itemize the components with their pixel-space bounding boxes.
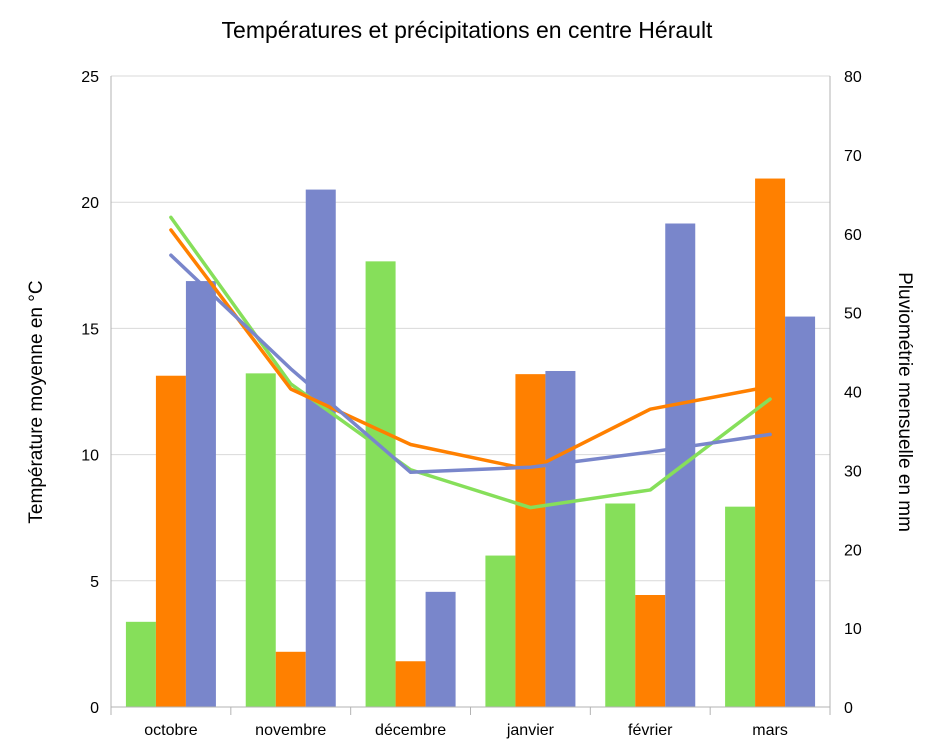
bar-s1-2 xyxy=(395,661,426,707)
bar-s2-3 xyxy=(545,370,576,707)
y-left-tick-label: 20 xyxy=(81,195,99,212)
x-tick-label: décembre xyxy=(375,722,446,739)
x-tick-label: mars xyxy=(752,722,788,739)
x-tick-label: octobre xyxy=(144,722,197,739)
x-tick-label: novembre xyxy=(255,722,326,739)
y-right-tick-label: 80 xyxy=(844,69,862,86)
y-left-tick-label: 0 xyxy=(90,700,99,717)
y-left-tick-label: 15 xyxy=(81,321,99,338)
line-series-2 xyxy=(169,253,772,475)
line-series-1 xyxy=(169,228,772,472)
bar-s0-0 xyxy=(125,621,156,707)
y-right-tick-label: 70 xyxy=(844,148,862,165)
line-series-0 xyxy=(169,215,772,510)
bar-s0-4 xyxy=(605,503,636,707)
y-right-tick-label: 10 xyxy=(844,621,862,638)
y-right-tick-label: 40 xyxy=(844,385,862,402)
bar-layer xyxy=(125,178,816,708)
bar-s0-5 xyxy=(725,506,756,707)
bar-s0-3 xyxy=(485,555,516,707)
y-right-axis-title: Pluviométrie mensuelle en mm xyxy=(894,272,915,532)
y-right-tick-label: 0 xyxy=(844,700,853,717)
bar-s0-1 xyxy=(245,373,276,707)
x-tick-label: janvier xyxy=(506,722,555,739)
bar-s1-4 xyxy=(635,594,666,707)
y-left-axis-title: Température moyenne en °C xyxy=(26,280,47,523)
x-tick-label: février xyxy=(628,722,673,739)
y-right-tick-label: 60 xyxy=(844,227,862,244)
y-right-tick-label: 20 xyxy=(844,542,862,559)
bar-s1-3 xyxy=(515,374,546,707)
bar-s1-5 xyxy=(755,178,786,708)
line-layer xyxy=(169,215,772,510)
bar-s2-2 xyxy=(425,591,456,707)
y-right-tick-label: 50 xyxy=(844,306,862,323)
grid-layer xyxy=(111,75,830,708)
axis-layer: 0 5 10 15 20 25 0 10 20 30 40 50 60 70 80 octobre novemb… xyxy=(81,69,862,739)
y-left-tick-label: 25 xyxy=(81,69,99,86)
chart-title: Températures et précipitations en centre… xyxy=(222,17,714,43)
bar-s2-1 xyxy=(305,189,336,707)
bar-s2-5 xyxy=(785,316,816,707)
bar-s0-2 xyxy=(365,261,396,707)
y-left-tick-label: 10 xyxy=(81,448,99,465)
bar-s1-0 xyxy=(155,375,186,707)
bar-s1-1 xyxy=(275,651,306,707)
bar-s2-0 xyxy=(185,281,216,707)
y-right-tick-label: 30 xyxy=(844,463,862,480)
y-left-tick-label: 5 xyxy=(90,574,99,591)
